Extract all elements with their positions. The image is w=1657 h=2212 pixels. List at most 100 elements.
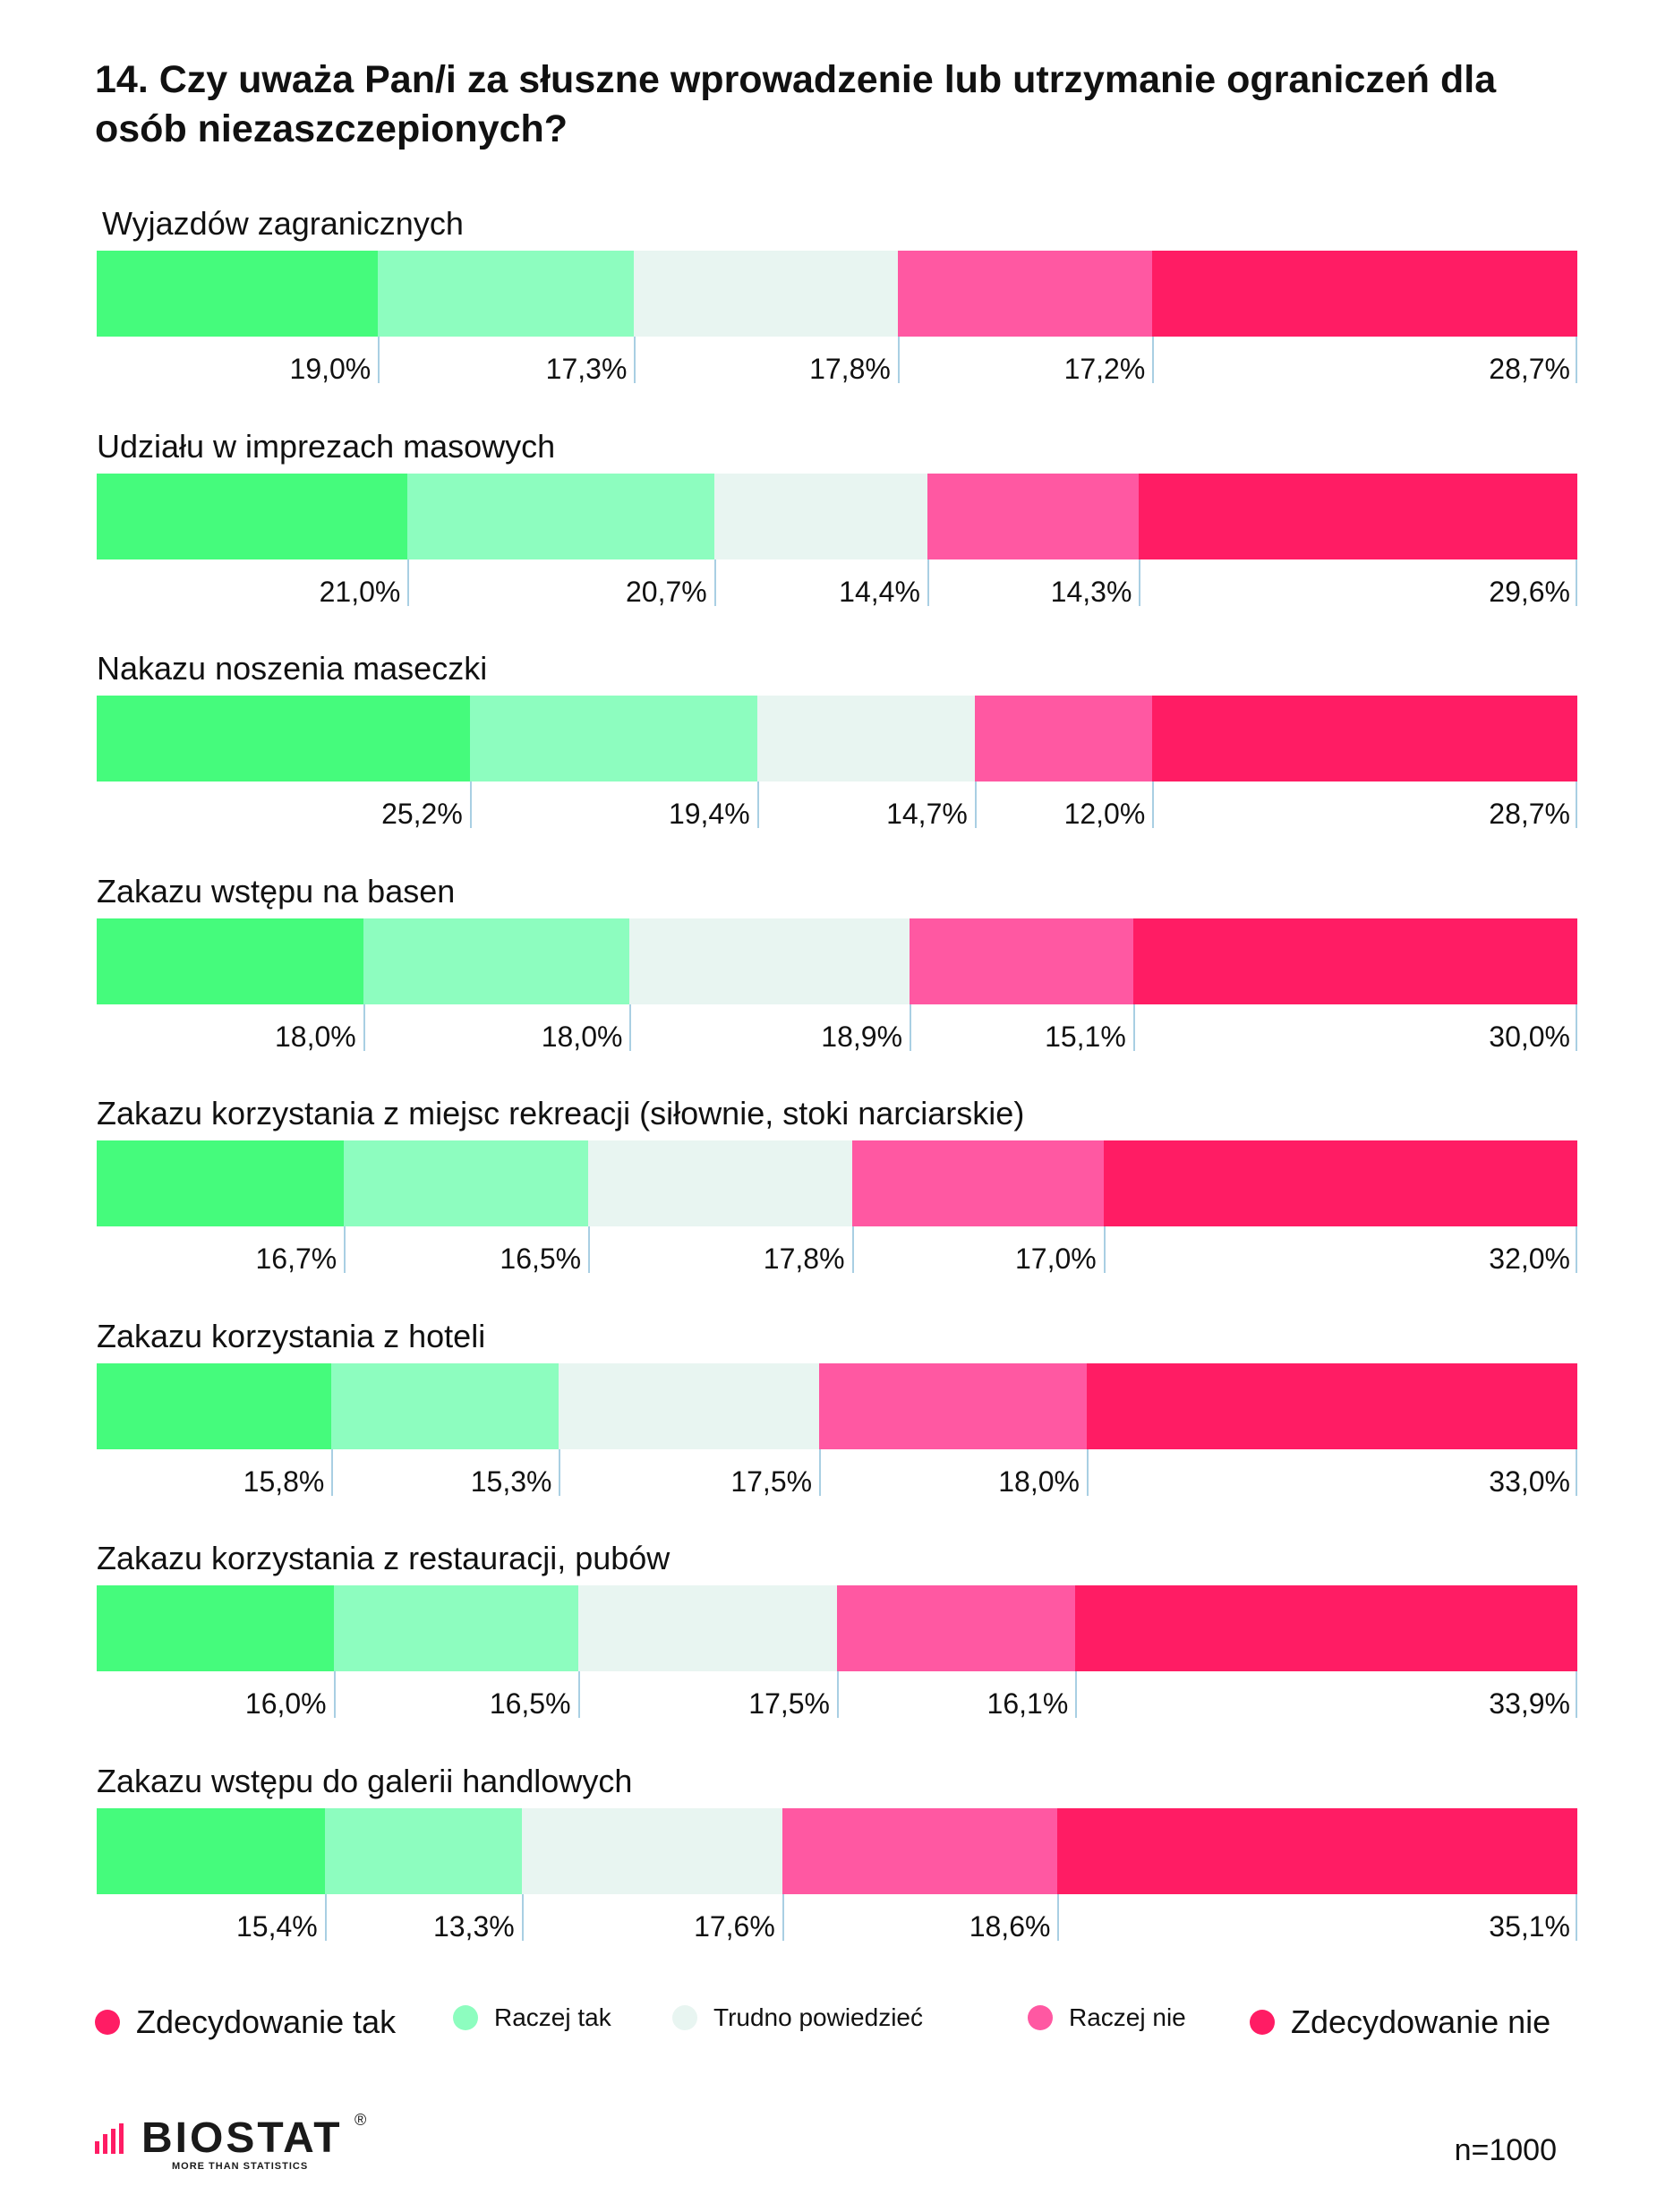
data-label: 29,6% [1489,575,1570,608]
segment-tick [1057,1893,1060,1941]
data-label: 28,7% [1489,798,1570,830]
segment-tick [324,1893,327,1941]
legend-item-zdecydowanie-tak: Zdecydowanie tak [95,2003,396,2041]
legend-item-raczej-tak: Raczej tak [453,2003,611,2032]
data-label: 35,1% [1489,1909,1570,1943]
logo-registered-mark: ® [354,2111,367,2129]
segment-tick [1132,1004,1135,1051]
segment-tick [469,781,472,828]
segment-tick [1086,1448,1089,1496]
segment-tick [910,1004,912,1051]
segment-tick [588,1226,591,1273]
segment-tick [1576,1893,1577,1941]
segment-tick [1152,337,1155,383]
segment-tick [782,1893,784,1941]
data-label: 15,8% [243,1465,325,1498]
segment-tick [1576,1671,1577,1718]
bar-segment [588,1140,852,1226]
legend-label: Raczej tak [494,2003,611,2031]
bar-segment [97,1585,334,1671]
segment-tick [521,1893,524,1941]
data-label: 16,1% [987,1687,1069,1720]
bar-segment [97,1807,325,1894]
bar-segment [521,1807,782,1894]
stacked-bar-chart: Wyjazdów zagranicznych 19,0% 17,3% 17,8% 17,… [97,205,1577,1943]
bar-segment [97,696,470,781]
data-label: 19,4% [668,798,750,830]
legend-label: Trudno powiedzieć [713,2003,923,2031]
data-label: 17,6% [694,1909,775,1943]
segment-tick [1139,559,1141,606]
chart-title: 14. Czy uważa Pan/i za słuszne wprowadze… [95,58,1497,150]
data-label: 18,0% [998,1465,1080,1498]
data-label: 18,6% [969,1909,1051,1943]
data-label: 17,3% [545,353,628,385]
legend-dot-icon [672,2005,697,2030]
data-label: 17,5% [730,1465,813,1498]
category-label: Zakazu wstępu na basen [97,872,456,910]
segment-tick [331,1448,334,1496]
bar-segment [837,1585,1076,1671]
bar-segment [97,1140,345,1226]
bar-segment [1057,1807,1577,1894]
bar-segment [324,1807,522,1894]
bar-segment [97,1362,332,1449]
data-label: 17,5% [748,1687,830,1720]
data-label: 32,0% [1489,1243,1570,1275]
bar-segment [363,918,630,1004]
data-label: 20,7% [625,575,707,608]
segment-tick [344,1226,346,1273]
bar-segment [910,918,1133,1004]
bar-segment [1152,251,1577,337]
bar-segment [756,696,975,781]
legend-item-raczej-nie: Raczej nie [1028,2003,1186,2032]
bar-segment [344,1140,589,1226]
bar-segment [1132,918,1577,1004]
bar-segment [1152,696,1577,781]
bar-segment [819,1362,1087,1449]
data-label: 14,4% [839,575,920,608]
data-label: 17,8% [809,353,891,385]
bar-segment [378,251,635,337]
bar-segment [974,696,1153,781]
category-label: Zakazu korzystania z restauracji, pubów [97,1540,670,1576]
legend-item-trudno-powiedziec: Trudno powiedzieć [672,2003,923,2032]
data-label: 15,1% [1045,1020,1126,1053]
bar-segment [559,1362,820,1449]
bar-segment [469,696,757,781]
segment-tick [819,1448,822,1496]
segment-tick [1576,1448,1577,1496]
category-label: Nakazu noszenia maseczki [97,650,488,687]
data-label: 19,0% [289,353,372,385]
segment-tick [407,559,410,606]
segment-tick [1576,1004,1577,1051]
segment-tick [634,337,636,383]
bar-segment [1139,473,1577,559]
legend-item-zdecydowanie-nie: Zdecydowanie nie [1250,2003,1550,2041]
segment-tick [559,1448,561,1496]
category-label: Udziału w imprezach masowych [97,427,556,465]
segment-tick [1576,337,1577,383]
segment-tick [1075,1671,1078,1718]
legend-dot-icon [95,2010,120,2035]
segment-tick [363,1004,365,1051]
data-label: 18,0% [541,1020,623,1053]
bar-segment [1103,1140,1577,1226]
data-label: 17,0% [1014,1243,1097,1275]
data-label: 33,0% [1489,1465,1570,1498]
segment-tick [1103,1226,1106,1273]
bar-segment [782,1807,1058,1894]
data-label: 28,7% [1489,353,1570,385]
data-label: 25,2% [381,798,463,830]
category-label: Zakazu korzystania z miejsc rekreacji (s… [97,1095,1025,1132]
data-label: 17,8% [763,1243,845,1275]
bar-segment [927,473,1140,559]
data-label: 16,5% [500,1243,582,1275]
bar-segment [629,918,910,1004]
bar-segment [1086,1362,1577,1449]
data-label: 15,4% [235,1909,318,1943]
segment-tick [756,781,759,828]
bar-segment [713,473,927,559]
data-label: 16,5% [489,1687,571,1720]
segment-tick [974,781,977,828]
